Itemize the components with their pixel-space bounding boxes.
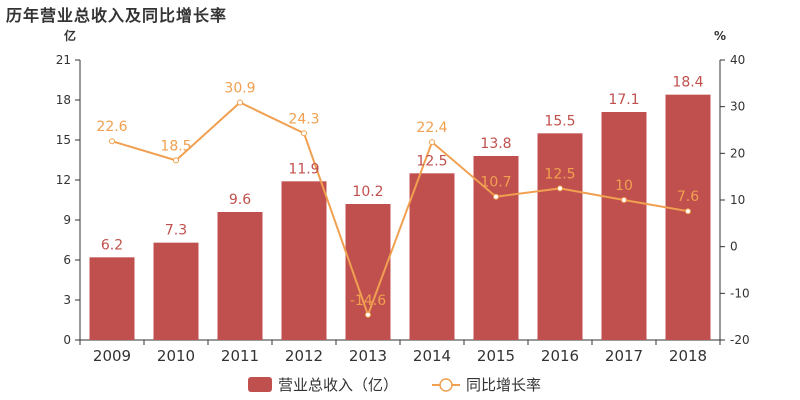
bar-value-label: 12.5 [416,153,447,169]
line-point [685,208,691,215]
y-right-unit: % [714,29,726,43]
line-point [173,157,179,164]
line-value-label: 24.3 [288,111,319,127]
line-point [429,139,435,146]
y-right-tick-label: 20 [730,146,745,160]
line-point [557,185,563,192]
line-point [109,138,115,145]
bar-value-label: 13.8 [480,136,511,152]
line-point [301,130,307,137]
line-series [109,99,691,318]
bar [281,181,327,340]
x-tick-label: 2011 [221,347,259,365]
line-value-label: 30.9 [224,80,255,96]
bar-value-label: 17.1 [608,92,639,108]
y-left-tick-label: 15 [56,133,71,147]
bar-value-label: 9.6 [229,192,251,208]
y-left-tick-label: 12 [56,173,71,187]
line-value-label: 10.7 [480,175,511,191]
x-tick-label: 2016 [541,347,579,365]
y-left-unit: 亿 [64,28,76,43]
bar-value-label: 18.4 [672,75,703,91]
legend-bar-swatch [248,377,272,392]
legend-bar-label: 营业总收入（亿） [278,376,398,394]
line-point [493,193,499,200]
x-tick-label: 2014 [413,347,451,365]
bar [473,156,519,340]
bar [409,173,455,340]
x-tick-label: 2017 [605,347,643,365]
chart-title: 历年营业总收入及同比增长率 [6,6,228,25]
legend[interactable]: 营业总收入（亿） 同比增长率 [248,376,541,394]
y-left-tick-label: 9 [63,213,71,227]
bar-series [89,94,711,341]
bar-value-label: 6.2 [101,237,123,253]
line-value-label: 18.5 [160,138,191,154]
bar [601,112,647,340]
y-right-tick-label: -10 [730,286,750,300]
line-value-label: 12.5 [544,166,575,182]
bar [89,257,135,340]
x-tick-label: 2009 [93,347,131,365]
y-right-tick-label: 30 [730,100,745,114]
bar [537,133,583,340]
legend-line-label: 同比增长率 [466,376,541,394]
bar [153,242,199,340]
x-tick-label: 2013 [349,347,387,365]
y-left-tick-label: 6 [63,253,71,267]
bar-value-label: 15.5 [544,113,575,129]
bar-value-label: 10.2 [352,184,383,200]
bar-value-label: 11.9 [288,161,319,177]
data-labels: 6.2 7.3 9.6 11.9 10.2 12.5 13.8 15.5 17.1 18.4 22.… [96,75,703,309]
x-tick-label: 2010 [157,347,195,365]
line-value-label: -14.6 [350,293,386,309]
y-right-tick-label: 10 [730,193,745,207]
line-point [237,99,243,106]
line-value-label: 22.4 [416,120,447,136]
x-tick-label: 2015 [477,347,515,365]
growth-line [111,101,689,318]
legend-line-marker [439,378,453,392]
y-left-tick-label: 3 [63,293,71,307]
line-point [365,311,371,318]
bar [217,212,263,340]
x-tick-label: 2018 [669,347,707,365]
y-right-tick-label: 0 [730,240,738,254]
y-left-tick-label: 21 [56,53,71,67]
x-tick-label: 2012 [285,347,323,365]
bar [665,94,711,341]
y-left-tick-label: 18 [56,93,71,107]
bar-value-label: 7.3 [165,223,187,239]
line-value-label: 22.6 [96,119,127,135]
y-right-tick-label: 40 [730,53,745,67]
line-value-label: 10 [615,178,633,194]
line-value-label: 7.6 [677,189,699,205]
y-right-tick-label: -20 [730,333,750,347]
line-point [621,197,627,203]
y-left-tick-label: 0 [63,333,71,347]
